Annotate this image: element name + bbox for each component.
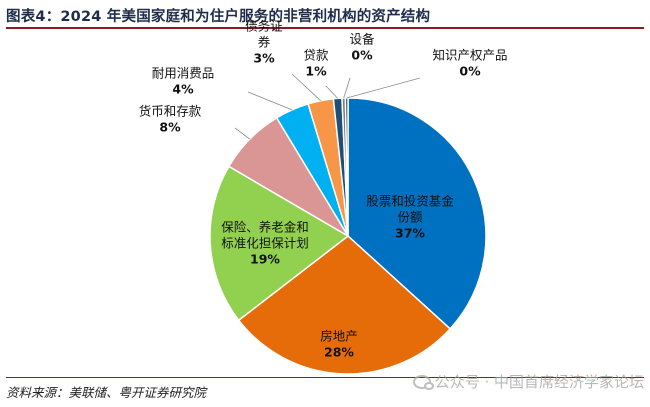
- slice-label-6: 债务证: [245, 19, 283, 34]
- leader-line-7: [325, 85, 338, 99]
- slice-label-9: 知识产权产品: [432, 48, 507, 63]
- slice-pct-label-5: 4%: [172, 82, 194, 97]
- slice-pct-label-3: 19%: [250, 252, 280, 267]
- slice-pct-label-1: 37%: [395, 226, 425, 241]
- slice-pct-label-8: 0%: [351, 48, 373, 63]
- leader-line-8: [343, 77, 351, 99]
- slice-label-2: 房地产: [320, 329, 358, 344]
- pie-slice-3: [209, 165, 350, 322]
- slice-label-1: 份额: [397, 210, 423, 225]
- leader-line-6: [291, 73, 321, 101]
- leader-line-5: [247, 91, 293, 111]
- slice-label-3: 标准化担保计划: [221, 236, 309, 251]
- title-underline: [6, 27, 644, 29]
- leader-line-9: [346, 77, 421, 99]
- slice-label-4: 货币和存款: [139, 104, 202, 119]
- figure-title: 图表4：2024 年美国家庭和为住户服务的非营利机构的资产结构: [6, 9, 431, 25]
- slice-label-3: 保险、养老金和: [221, 220, 309, 235]
- watermark-text: 公众号 · 中国首席经济学家论坛: [434, 373, 644, 391]
- slice-label-6: 券: [258, 35, 271, 50]
- slice-label-8: 设备: [349, 32, 375, 47]
- source-note: 资料来源：美联储、粤开证券研究院: [6, 385, 207, 400]
- pie-slice-2: [237, 235, 452, 375]
- slice-pct-label-7: 1%: [305, 64, 327, 79]
- pie-slices: [209, 97, 487, 375]
- slice-label-7: 贷款: [303, 48, 329, 63]
- leader-line-4: [234, 127, 250, 140]
- watermark: 公众号 · 中国首席经济学家论坛: [412, 371, 644, 392]
- slice-pct-label-4: 8%: [159, 120, 181, 135]
- pie-slice-1: [347, 97, 487, 330]
- slice-pct-label-9: 0%: [459, 64, 481, 79]
- leader-lines: [234, 73, 421, 140]
- footer-rule: [6, 377, 644, 378]
- slice-label-1: 股票和投资基金: [366, 194, 454, 209]
- slice-pct-label-6: 3%: [253, 51, 275, 66]
- slice-pct-label-2: 28%: [324, 345, 354, 360]
- slice-label-5: 耐用消费品: [152, 66, 215, 81]
- wechat-icon: [412, 374, 434, 390]
